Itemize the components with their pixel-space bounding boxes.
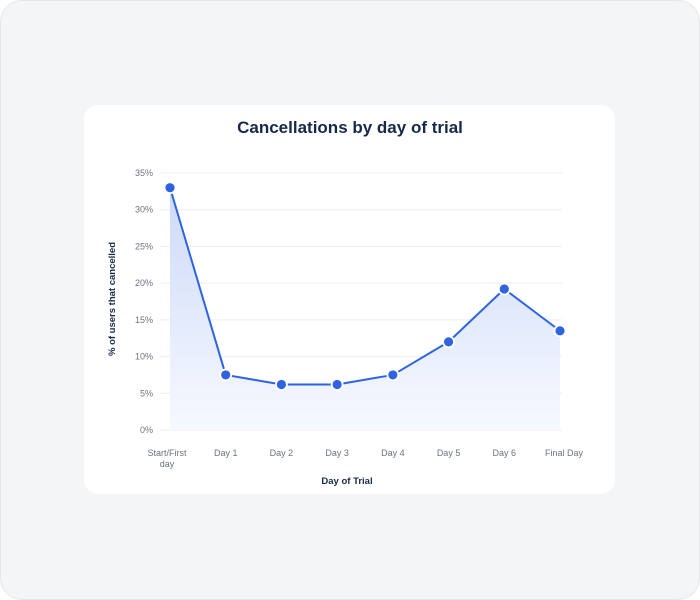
chart-title: Cancellations by day of trial bbox=[237, 118, 463, 137]
x-tick-label: Day 4 bbox=[381, 448, 405, 458]
data-points bbox=[163, 181, 567, 391]
data-point-7[interactable] bbox=[497, 282, 511, 296]
data-point-1[interactable] bbox=[163, 181, 177, 195]
data-point-3[interactable] bbox=[275, 378, 288, 391]
y-tick-label: 5% bbox=[140, 388, 153, 398]
y-tick-label: 15% bbox=[135, 315, 153, 325]
x-tick-label: Day 2 bbox=[270, 448, 294, 458]
y-tick-label: 0% bbox=[140, 425, 153, 435]
data-point-2[interactable] bbox=[219, 368, 233, 382]
series-area-fill bbox=[170, 187, 560, 430]
x-tick-label: Final Day bbox=[545, 448, 584, 458]
data-point-6[interactable] bbox=[442, 335, 455, 349]
y-tick-label: 20% bbox=[135, 278, 153, 288]
y-tick-label: 30% bbox=[135, 205, 153, 215]
y-tick-label: 35% bbox=[135, 168, 153, 178]
y-tick-label: 10% bbox=[135, 352, 153, 362]
x-tick-label: Day 5 bbox=[437, 448, 461, 458]
x-tick-label: Day 1 bbox=[214, 448, 238, 458]
x-axis-title: Day of Trial bbox=[321, 476, 372, 487]
data-point-8[interactable] bbox=[553, 324, 567, 338]
y-axis-ticks: 0% 5% 10% 15% 20% 25% 30% 35% bbox=[135, 168, 153, 435]
y-axis-title: % of users that cancelled bbox=[107, 242, 118, 356]
x-tick-label: Day 3 bbox=[325, 448, 349, 458]
data-point-4[interactable] bbox=[330, 378, 344, 391]
y-tick-label: 25% bbox=[135, 241, 153, 251]
x-tick-label: Start/First day bbox=[147, 448, 187, 469]
data-point-5[interactable] bbox=[386, 368, 400, 382]
series-line bbox=[169, 187, 561, 386]
x-tick-label: Day 6 bbox=[493, 448, 517, 458]
x-axis-ticks: Start/First day Day 1 Day 2 Day 3 Day 4 Day 5 D… bbox=[147, 448, 583, 469]
